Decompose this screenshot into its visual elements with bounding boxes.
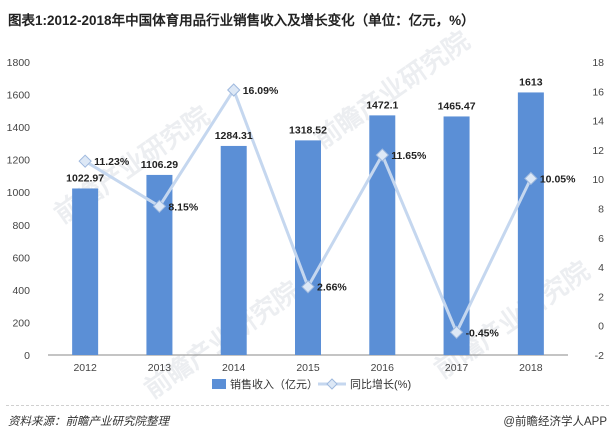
growth-point	[301, 280, 315, 294]
bar-value-label: 1318.52	[289, 124, 327, 136]
growth-value-label: 2.66%	[317, 282, 347, 294]
y-left-tick-label: 400	[12, 285, 30, 297]
bar	[517, 92, 544, 355]
x-tick-label: 2015	[296, 362, 320, 374]
growth-point	[152, 199, 167, 214]
y-right-tick-label: 4	[598, 262, 604, 274]
growth-point	[78, 154, 92, 168]
y-right-tick-label: 10	[592, 174, 604, 186]
y-right-tick-label: 2	[598, 291, 604, 303]
legend-bar-swatch	[212, 379, 226, 389]
y-left-tick-label: 1000	[7, 187, 31, 199]
x-tick-label: 2012	[73, 362, 97, 374]
chart-title: 图表1:2012-2018年中国体育用品行业销售收入及增长变化（单位：亿元，%）	[8, 13, 475, 28]
bar	[220, 145, 247, 355]
bar-value-label: 1613	[519, 76, 543, 88]
legend-bar-label: 销售收入（亿元）	[230, 377, 318, 391]
legend-line-marker	[326, 378, 338, 390]
y-right-tick-label: 12	[592, 145, 604, 157]
growth-point	[524, 171, 538, 186]
growth-value-label: 11.23%	[94, 156, 130, 168]
y-right-tick-label: 16	[592, 86, 604, 98]
growth-value-label: 8.15%	[168, 201, 198, 213]
x-tick-label: 2014	[222, 362, 246, 374]
growth-point	[449, 325, 464, 340]
bar	[72, 188, 99, 355]
y-left-tick-label: 1800	[7, 57, 31, 69]
y-right-tick-label: 8	[598, 204, 604, 216]
growth-value-label: 16.09%	[243, 85, 279, 97]
y-right-tick-label: -2	[595, 350, 604, 362]
y-left-tick-label: 1400	[7, 122, 31, 134]
growth-point	[375, 148, 389, 162]
y-left-tick-label: 600	[12, 252, 30, 264]
x-tick-label: 2016	[371, 362, 395, 374]
y-left-tick-label: 1200	[7, 155, 31, 167]
x-tick-label: 2017	[445, 362, 469, 374]
y-right-tick-label: 18	[592, 57, 604, 69]
bar	[443, 116, 470, 356]
y-left-tick-label: 800	[12, 220, 30, 232]
growth-value-label: 11.65%	[391, 150, 427, 162]
y-left-tick-label: 1600	[7, 90, 31, 102]
brand-text: @前瞻经济学人APP	[503, 416, 607, 428]
y-right-tick-label: 6	[598, 233, 604, 245]
bar-value-label: 1022.97	[66, 172, 104, 184]
bar-value-label: 1106.29	[141, 159, 179, 171]
x-tick-label: 2018	[519, 362, 543, 374]
legend-line-label: 同比增长(%)	[350, 377, 411, 391]
x-tick-label: 2013	[148, 362, 172, 374]
growth-value-label: -0.45%	[466, 327, 500, 339]
bar-value-label: 1465.47	[438, 100, 476, 112]
bar-value-label: 1472.1	[366, 99, 398, 111]
bar	[295, 140, 321, 355]
y-right-tick-label: 14	[592, 116, 604, 128]
growth-point	[227, 83, 241, 97]
brand-credit: @前瞻经济学人APP	[503, 413, 607, 429]
growth-value-label: 10.05%	[540, 173, 576, 185]
y-left-tick-label: 200	[12, 317, 30, 329]
y-right-tick-label: 0	[598, 321, 604, 333]
bar-value-label: 1284.31	[215, 130, 253, 142]
y-left-tick-label: 0	[24, 350, 30, 362]
source-note: 资料来源：前瞻产业研究院整理	[8, 416, 169, 428]
footer-divider	[6, 405, 609, 406]
